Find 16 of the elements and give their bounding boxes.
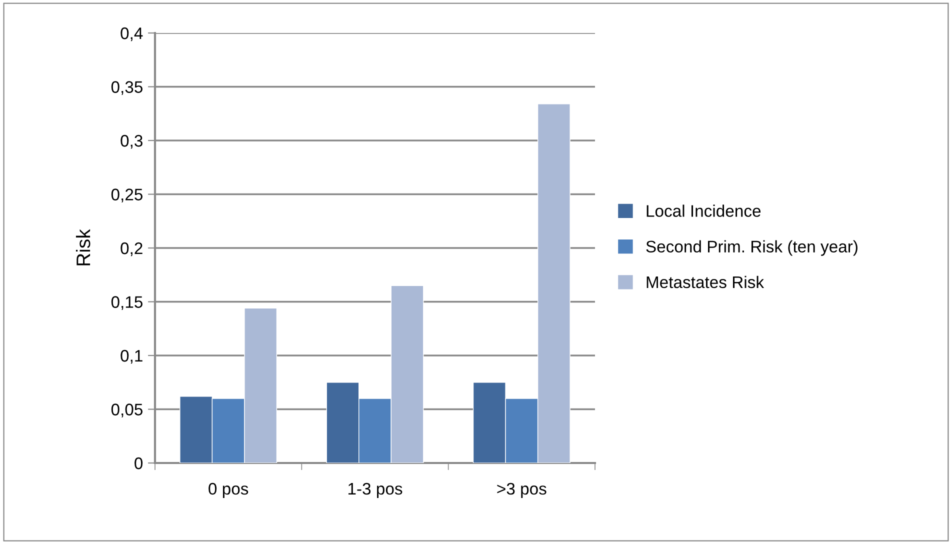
y-tick-label: 0,4 <box>120 27 143 42</box>
x-tick-label: >3 pos <box>497 482 546 498</box>
x-tick-label: 0 pos <box>208 482 248 498</box>
y-tick-label: 0,1 <box>120 350 142 364</box>
y-tick-label: 0,05 <box>111 404 142 418</box>
y-axis-title: Risk <box>76 229 90 266</box>
legend-label: Metastates Risk <box>646 276 764 288</box>
y-tick-label: 0,15 <box>111 296 142 310</box>
y-tick-label: 0,2 <box>120 242 142 256</box>
y-tick-label: 0,35 <box>111 81 142 95</box>
y-tick-label: 0,3 <box>120 134 142 149</box>
y-tick-label: 0,25 <box>111 188 142 202</box>
legend-label: Local Incidence <box>646 204 761 217</box>
x-tick-label: 1-3 pos <box>348 482 402 498</box>
legend-label: Second Prim. Risk (ten year) <box>646 240 858 256</box>
y-tick-label: 0 <box>134 457 143 470</box>
